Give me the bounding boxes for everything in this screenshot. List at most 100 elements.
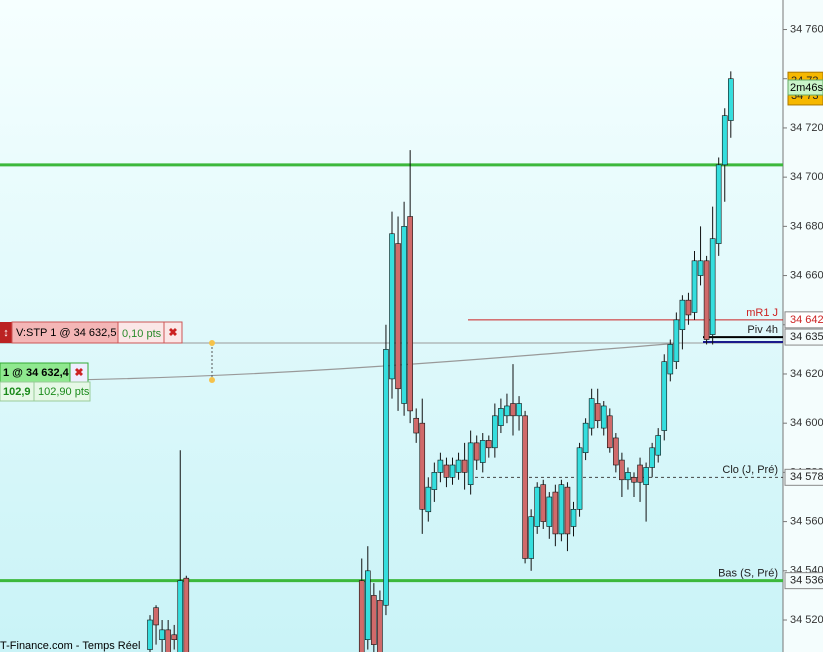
price-tag xyxy=(784,328,823,346)
level-label: mR1 J xyxy=(746,307,778,319)
candle-body xyxy=(643,467,649,485)
candle-body xyxy=(358,580,365,652)
candle-body xyxy=(661,361,668,431)
drag-icon[interactable] xyxy=(0,322,12,343)
candle-body xyxy=(407,216,413,412)
order-handle[interactable] xyxy=(209,340,215,346)
candle-body xyxy=(498,408,504,426)
drag-arrow: ↕ xyxy=(3,327,9,339)
candle-body xyxy=(177,580,184,652)
level-label: Clo (J, Pré) xyxy=(722,464,778,476)
level-label: Bas (S, Pré) xyxy=(718,568,778,580)
stop-pts: 0,10 pts xyxy=(122,328,162,340)
candle-body xyxy=(727,78,734,121)
candle-body xyxy=(419,422,426,510)
candle-body xyxy=(473,442,480,461)
candle-body xyxy=(637,464,643,483)
pnl: 102,9 xyxy=(3,386,31,398)
candle-body xyxy=(697,260,704,276)
candle-body xyxy=(534,486,541,527)
candle-body xyxy=(594,403,601,422)
candle-body xyxy=(437,459,444,473)
close-icon: ✖ xyxy=(74,367,83,379)
candle-body xyxy=(431,472,438,490)
candle-body xyxy=(649,447,655,468)
candle-body xyxy=(485,440,492,449)
candle-body xyxy=(371,595,377,645)
price-tag xyxy=(784,572,823,590)
position[interactable]: 1 @ 34 632,4 ✖ 102,9 102,90 pts xyxy=(0,362,91,402)
candle-body xyxy=(691,260,698,313)
candle-body xyxy=(546,496,553,527)
candle-body xyxy=(631,477,637,483)
candle-body xyxy=(673,319,680,362)
timer-box xyxy=(787,79,823,96)
candle-body xyxy=(703,260,710,340)
candle-body xyxy=(685,299,692,316)
candle-body xyxy=(582,422,589,454)
y-tick-label: 34 620 xyxy=(790,368,823,380)
candle-body xyxy=(425,486,432,513)
candle-body xyxy=(479,440,486,463)
candle-body xyxy=(492,415,498,449)
candle-body xyxy=(153,607,159,626)
y-tick-label: 34 760 xyxy=(790,23,823,35)
price-tag-label: 34 536 xyxy=(790,575,823,587)
candle-body xyxy=(461,459,468,473)
cancel-icon: ✖ xyxy=(168,327,177,339)
candle-body xyxy=(364,570,371,640)
y-tick-label: 34 700 xyxy=(790,171,823,183)
candle-body xyxy=(401,226,407,404)
candle-body xyxy=(147,619,153,650)
candle-body xyxy=(558,484,565,535)
candle-body xyxy=(183,577,190,652)
candle-body xyxy=(383,349,389,606)
candle-body xyxy=(455,459,462,473)
candle-body xyxy=(159,629,165,640)
candle-body xyxy=(679,299,686,330)
candle-body xyxy=(377,600,383,652)
candle-body xyxy=(655,435,662,456)
stop-order[interactable]: ↕ V:STP 1 @ 34 632,5 0,10 pts ✖ xyxy=(0,321,183,344)
y-tick-label: 34 680 xyxy=(790,220,823,232)
candle-body xyxy=(540,484,547,522)
candle-body xyxy=(443,464,450,478)
cancel-button[interactable] xyxy=(163,321,183,344)
candle-body xyxy=(504,405,510,417)
candle-body xyxy=(570,508,577,527)
candle-body xyxy=(528,516,534,559)
candle-body xyxy=(564,486,571,535)
candle-body xyxy=(588,398,595,429)
position-label: 1 @ 34 632,4 xyxy=(3,367,70,379)
price-tag-label: 34 642 xyxy=(790,314,823,326)
footer: T-Finance.com - Temps Réel xyxy=(0,640,140,652)
y-tick-label: 34 660 xyxy=(790,269,823,281)
candle-body xyxy=(516,403,522,417)
candle-body xyxy=(625,472,631,481)
candle-body xyxy=(171,634,177,640)
candle-body xyxy=(606,415,613,449)
candle-body xyxy=(467,442,474,485)
candle-body xyxy=(395,243,401,390)
order-handle[interactable] xyxy=(209,377,215,383)
price-tag-label: 34 635 xyxy=(790,331,823,343)
candle-body xyxy=(721,115,728,166)
candle-body xyxy=(667,344,674,375)
price-tag xyxy=(784,311,823,329)
timer: 2m46s xyxy=(790,82,823,94)
level-label: Piv 4h xyxy=(747,324,778,336)
candle-body xyxy=(600,405,607,429)
y-tick-label: 34 600 xyxy=(790,417,823,429)
candle-body xyxy=(510,403,516,417)
price-tag xyxy=(784,468,823,486)
stop-label: V:STP 1 @ 34 632,5 xyxy=(16,327,116,339)
candle-body xyxy=(449,464,456,478)
y-tick-label: 34 520 xyxy=(790,614,823,626)
candle-body xyxy=(522,415,528,559)
candle-body xyxy=(576,447,583,510)
candle-body xyxy=(389,233,395,380)
candle-body xyxy=(715,164,722,244)
candle-body xyxy=(413,417,420,434)
order-curve xyxy=(0,342,681,382)
